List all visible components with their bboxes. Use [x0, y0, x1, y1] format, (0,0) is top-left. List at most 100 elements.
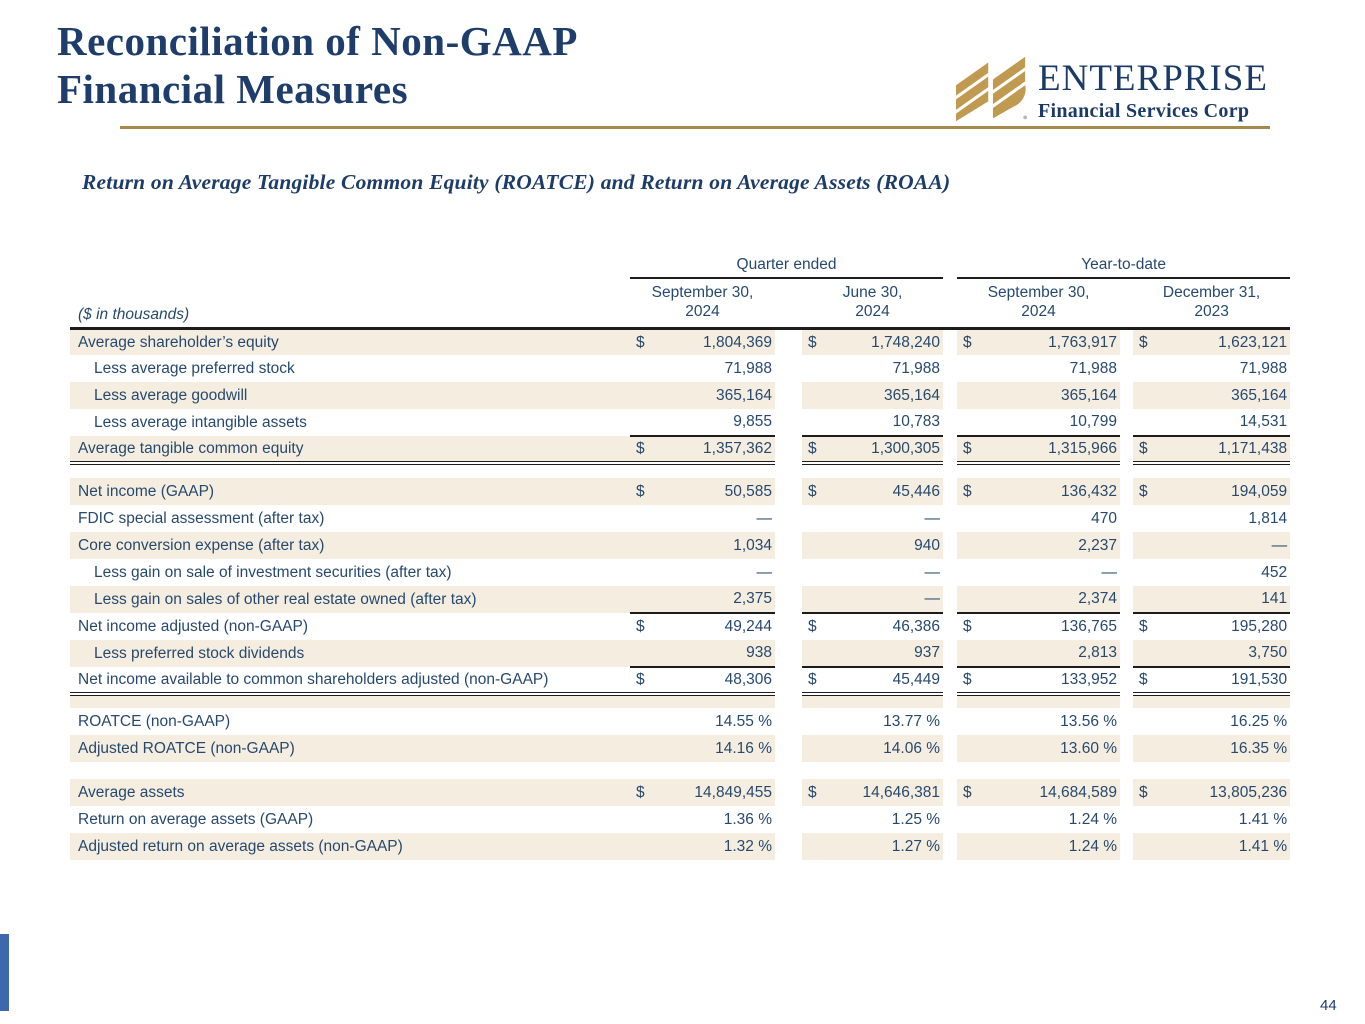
cell-value: 48,306: [660, 666, 775, 697]
page-number: 44: [1320, 997, 1337, 1014]
cell-value: 1,315,966: [987, 435, 1121, 466]
row-label: Less gain on sales of other real estate …: [70, 586, 630, 614]
column-header: September 30, 2024: [957, 278, 1121, 330]
cell-value: 1,763,917: [987, 328, 1121, 356]
cell-value: 71,988: [892, 359, 941, 377]
column-group-header-row: Quarter ended Year-to-date: [70, 246, 1291, 279]
currency-symbol: $: [1133, 478, 1164, 506]
table-row: Less gain on sales of other real estate …: [70, 586, 1291, 614]
cell-value: 49,244: [660, 612, 775, 641]
cell-value: 16.25 %: [1230, 712, 1288, 730]
currency-symbol: $: [630, 666, 660, 697]
currency-symbol: $: [630, 612, 660, 641]
cell-value: 365,164: [830, 382, 944, 410]
currency-symbol: $: [802, 435, 830, 466]
cell-value: 940: [830, 532, 944, 560]
page-title: Reconciliation of Non-GAAP Financial Mea…: [57, 18, 578, 114]
column-header: September 30, 2024: [630, 278, 775, 330]
cell-value: 1.41 %: [1238, 810, 1288, 828]
row-label: Average tangible common equity: [70, 436, 630, 466]
currency-symbol: $: [1133, 328, 1164, 356]
cell-value: 2,813: [987, 640, 1121, 668]
cell-value: 13.77 %: [883, 712, 941, 730]
table-row: ROATCE (non-GAAP) 14.55 % 13.77 % 13.56 % 16…: [70, 708, 1290, 736]
table-row: Adjusted ROATCE (non-GAAP) 14.16 % 14.06 %…: [70, 735, 1291, 763]
financial-table: Quarter ended Year-to-date ($ in thousands…: [70, 246, 1291, 861]
col-group-year-to-date: Year-to-date: [957, 246, 1291, 279]
row-label: Net income adjusted (non-GAAP): [78, 617, 309, 635]
table-row: Less gain on sale of investment securiti…: [70, 559, 1290, 587]
cell-value: 1,804,369: [660, 328, 775, 356]
cell-value: 2,374: [987, 586, 1121, 614]
table-row: Net income adjusted (non-GAAP) $49,244 $46…: [70, 612, 1291, 641]
cell-value: 14.06 %: [830, 735, 944, 763]
cell-value: 1.41 %: [1163, 833, 1291, 861]
page-title-line2: Financial Measures: [57, 65, 409, 112]
cell-value: 13.56 %: [1060, 712, 1118, 730]
row-label: Average assets: [70, 779, 630, 807]
spacer-row: [70, 463, 1290, 479]
table-row: Less average preferred stock 71,988 71,988…: [70, 355, 1290, 383]
table-row: Return on average assets (GAAP) 1.36 % 1.2…: [70, 806, 1290, 834]
spacer-row: [70, 694, 1291, 709]
cell-value: 10,799: [1069, 413, 1118, 431]
cell-value: 46,386: [830, 612, 944, 641]
cell-value: 14,646,381: [830, 779, 944, 807]
cell-value: 136,765: [987, 612, 1121, 641]
cell-value: 45,449: [830, 666, 944, 697]
currency-symbol: $: [957, 779, 988, 807]
currency-symbol: $: [630, 328, 660, 356]
header-divider: [120, 126, 1270, 129]
currency-symbol: $: [630, 478, 660, 506]
cell-value: 191,530: [1163, 666, 1291, 697]
section-subtitle: Return on Average Tangible Common Equity…: [82, 170, 951, 194]
row-label: Net income (GAAP): [70, 478, 630, 506]
cell-value: 2,375: [660, 586, 775, 614]
logo-text: ENTERPRISE Financial Services Corp: [1038, 60, 1268, 123]
logo-company-name: ENTERPRISE: [1038, 58, 1268, 99]
table-row: Adjusted return on average assets (non-G…: [70, 833, 1291, 861]
currency-symbol: $: [957, 612, 988, 641]
cell-value: 1,814: [1248, 509, 1288, 527]
cell-value: 45,446: [830, 478, 944, 506]
table-row: Average tangible common equity $1,357,362…: [70, 435, 1291, 466]
cell-value: 1,300,305: [830, 435, 944, 466]
cell-value: 1.24 %: [1068, 810, 1118, 828]
cell-value: 14.16 %: [660, 735, 775, 763]
cell-value: 365,164: [660, 382, 775, 410]
company-logo: ENTERPRISE Financial Services Corp: [956, 56, 1268, 127]
cell-value: 50,585: [660, 478, 775, 506]
cell-value: 10,783: [892, 413, 941, 431]
table-row: Less average intangible assets 9,855 10,78…: [70, 409, 1290, 437]
row-label: ROATCE (non-GAAP): [78, 712, 231, 730]
table-row: Average shareholder’s equity $1,804,369 $1…: [70, 328, 1291, 356]
cell-value: 1,357,362: [660, 435, 775, 466]
cell-value: 195,280: [1163, 612, 1291, 641]
row-label: Net income available to common sharehold…: [70, 667, 630, 697]
cell-value: 16.35 %: [1163, 735, 1291, 763]
column-header-row: ($ in thousands) September 30, 2024 June 3…: [70, 278, 1291, 330]
cell-value: —: [830, 586, 944, 614]
cell-value: —: [756, 563, 773, 581]
cell-value: 365,164: [987, 382, 1121, 410]
cell-value: 71,988: [1069, 359, 1118, 377]
cell-value: —: [1101, 563, 1118, 581]
cell-value: 1,171,438: [1163, 435, 1291, 466]
currency-symbol: $: [1133, 666, 1164, 697]
currency-symbol: $: [957, 666, 988, 697]
cell-value: 136,432: [987, 478, 1121, 506]
cell-value: 14.55 %: [715, 712, 772, 730]
cell-value: 13,805,236: [1163, 779, 1291, 807]
cell-value: —: [1163, 532, 1291, 560]
cell-value: 1,034: [660, 532, 775, 560]
cell-value: 1,748,240: [830, 328, 944, 356]
col-group-quarter-ended: Quarter ended: [630, 246, 944, 279]
currency-symbol: $: [630, 435, 660, 466]
reconciliation-table-container: Quarter ended Year-to-date ($ in thousands…: [70, 246, 1291, 861]
row-label: FDIC special assessment (after tax): [78, 509, 325, 527]
row-label: Less average goodwill: [70, 382, 630, 410]
currency-symbol: $: [957, 435, 988, 466]
cell-value: 1,623,121: [1163, 328, 1291, 356]
cell-value: 1.24 %: [987, 833, 1121, 861]
logo-tagline: Financial Services Corp: [1038, 100, 1250, 122]
